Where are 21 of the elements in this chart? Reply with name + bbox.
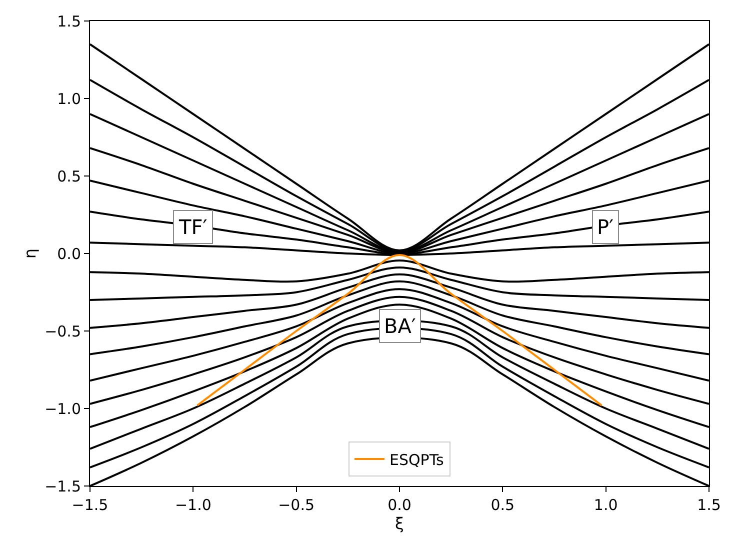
y-tick-label: 1.5 [57,12,81,30]
y-tick-label: −0.5 [44,322,81,340]
x-tick-label: −1.0 [174,496,212,514]
y-tick-label: −1.0 [44,400,81,418]
line-series [196,254,603,406]
x-tick-label: −1.5 [72,496,108,514]
x-tick-label: 0.0 [388,496,412,514]
x-tick-label: −0.5 [278,496,315,514]
annotation: TF′ [178,215,208,239]
x-axis-title: ξ [395,514,404,533]
legend-label: ESQPTs [390,450,444,469]
y-axis-title: η [20,248,40,259]
annotation: BA′ [384,314,416,338]
y-tick-label: −1.5 [44,477,81,496]
x-tick-label: 1.0 [594,496,618,514]
y-tick-label: 1.0 [57,90,81,108]
x-tick-label: 1.5 [697,496,721,514]
y-tick-label: 0.0 [57,244,81,263]
y-tick-label: 0.5 [57,167,81,186]
x-tick-label: 0.5 [490,496,515,514]
annotation: P′ [597,215,614,239]
